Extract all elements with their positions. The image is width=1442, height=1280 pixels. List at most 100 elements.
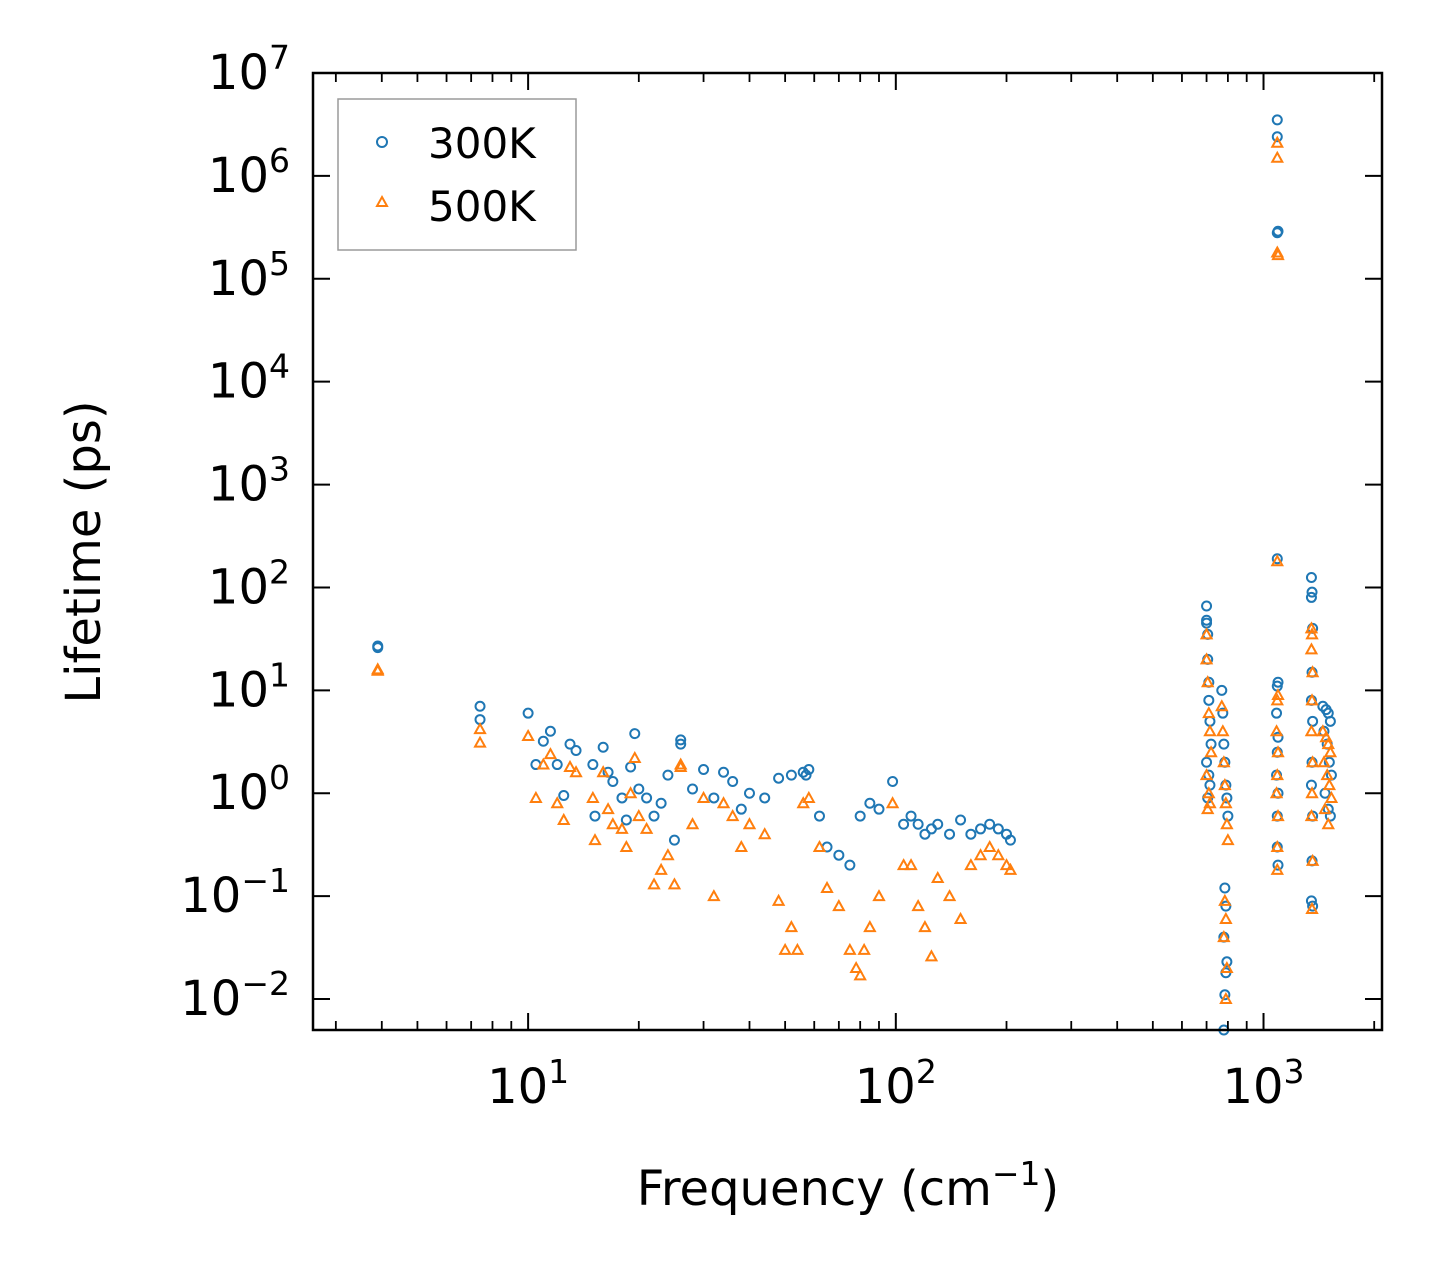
- point-300k: [687, 783, 699, 795]
- point-500k: [999, 858, 1014, 871]
- point-500k: [1217, 755, 1231, 768]
- point-300k: [944, 828, 956, 840]
- point-500k: [1270, 768, 1284, 781]
- point-300k: [1220, 900, 1232, 912]
- point-500k: [931, 870, 945, 884]
- point-300k: [1271, 114, 1283, 126]
- point-500k: [812, 839, 827, 853]
- y-tick-label: 103: [208, 450, 290, 513]
- point-300k: [1272, 731, 1284, 743]
- point-500k: [632, 809, 646, 822]
- point-500k: [696, 790, 711, 803]
- point-300k: [813, 810, 825, 822]
- point-300k: [1216, 684, 1228, 696]
- point-500k: [674, 757, 688, 770]
- point-500k: [1270, 839, 1284, 853]
- point-500k: [623, 786, 638, 799]
- point-500k: [725, 809, 740, 822]
- point-300k: [1305, 591, 1317, 603]
- point-300k: [589, 810, 601, 822]
- y-tick-label: 107: [208, 38, 290, 101]
- point-500k: [911, 899, 925, 912]
- point-500k: [849, 960, 863, 974]
- point-500k: [685, 817, 700, 830]
- y-axis-label: Lifetime (ps): [56, 400, 112, 703]
- point-300k: [803, 764, 815, 776]
- point-500k: [601, 802, 615, 815]
- point-300k: [718, 766, 730, 778]
- legend-marker-500k: [375, 194, 389, 207]
- tick-labels: 101 102 103 10−2 10−1 100 101 102 103 104 105 106 10…: [180, 38, 1304, 1115]
- point-300k: [564, 738, 576, 750]
- point-300k: [1305, 571, 1317, 583]
- point-500k: [707, 889, 721, 902]
- point-500k: [953, 911, 968, 924]
- point-500k: [918, 920, 932, 933]
- point-300k: [1219, 989, 1231, 1001]
- point-300k: [633, 783, 645, 795]
- point-500k: [843, 942, 857, 955]
- point-300k: [785, 769, 797, 781]
- point-500k: [924, 949, 939, 962]
- point-500k: [1305, 853, 1320, 866]
- point-500k: [1271, 745, 1285, 758]
- point-500k: [1271, 809, 1285, 822]
- point-500k: [863, 920, 877, 933]
- point-300k: [1317, 700, 1329, 712]
- point-300k: [1218, 738, 1230, 750]
- axes: [311, 71, 1384, 1032]
- point-300k: [965, 828, 977, 840]
- y-tick-label: 10−2: [180, 964, 290, 1027]
- point-500k: [1271, 248, 1285, 261]
- point-500k: [742, 817, 757, 830]
- point-500k: [536, 757, 551, 770]
- point-500k: [820, 880, 834, 893]
- point-500k: [1217, 930, 1231, 943]
- point-300k: [759, 792, 771, 804]
- point-500k: [588, 833, 602, 846]
- point-300k: [597, 741, 609, 753]
- point-300k: [1271, 707, 1283, 719]
- legend-label-300k: 300K: [428, 119, 537, 168]
- point-500k: [1270, 135, 1284, 148]
- point-300k: [544, 725, 556, 737]
- point-500k: [771, 893, 786, 906]
- point-300k: [522, 707, 534, 719]
- legend-label-500k: 500K: [428, 182, 537, 231]
- point-500k: [550, 796, 564, 809]
- y-tick-label: 105: [208, 244, 290, 307]
- point-300k: [992, 823, 1004, 835]
- point-300k: [800, 769, 812, 781]
- point-500k: [1321, 817, 1335, 830]
- y-tick-label: 106: [208, 141, 290, 204]
- point-500k: [615, 821, 629, 834]
- point-500k: [1323, 745, 1338, 758]
- point-500k: [1304, 809, 1319, 822]
- point-500k: [784, 920, 799, 933]
- point-300k: [975, 823, 987, 835]
- point-500k: [1318, 802, 1332, 815]
- point-500k: [1201, 802, 1215, 815]
- point-300k: [1221, 792, 1233, 804]
- point-500k: [1270, 554, 1284, 567]
- x-tick-label: 103: [1222, 1052, 1304, 1115]
- point-500k: [529, 790, 543, 803]
- point-300k: [1272, 859, 1284, 871]
- point-500k: [596, 765, 610, 778]
- point-300k: [1307, 900, 1319, 912]
- point-300k: [1217, 707, 1229, 719]
- point-300k: [1201, 756, 1213, 768]
- point-300k: [1203, 694, 1215, 706]
- point-300k: [675, 734, 687, 746]
- point-500k: [1305, 693, 1319, 706]
- point-500k: [1199, 652, 1214, 665]
- point-500k: [1003, 862, 1018, 875]
- point-500k: [1204, 745, 1218, 758]
- point-500k: [1199, 768, 1214, 781]
- point-500k: [1201, 675, 1215, 688]
- x-tick-label: 102: [855, 1052, 937, 1115]
- point-300k: [898, 818, 910, 830]
- point-300k: [641, 792, 653, 804]
- legend: 300K 500K: [337, 98, 577, 251]
